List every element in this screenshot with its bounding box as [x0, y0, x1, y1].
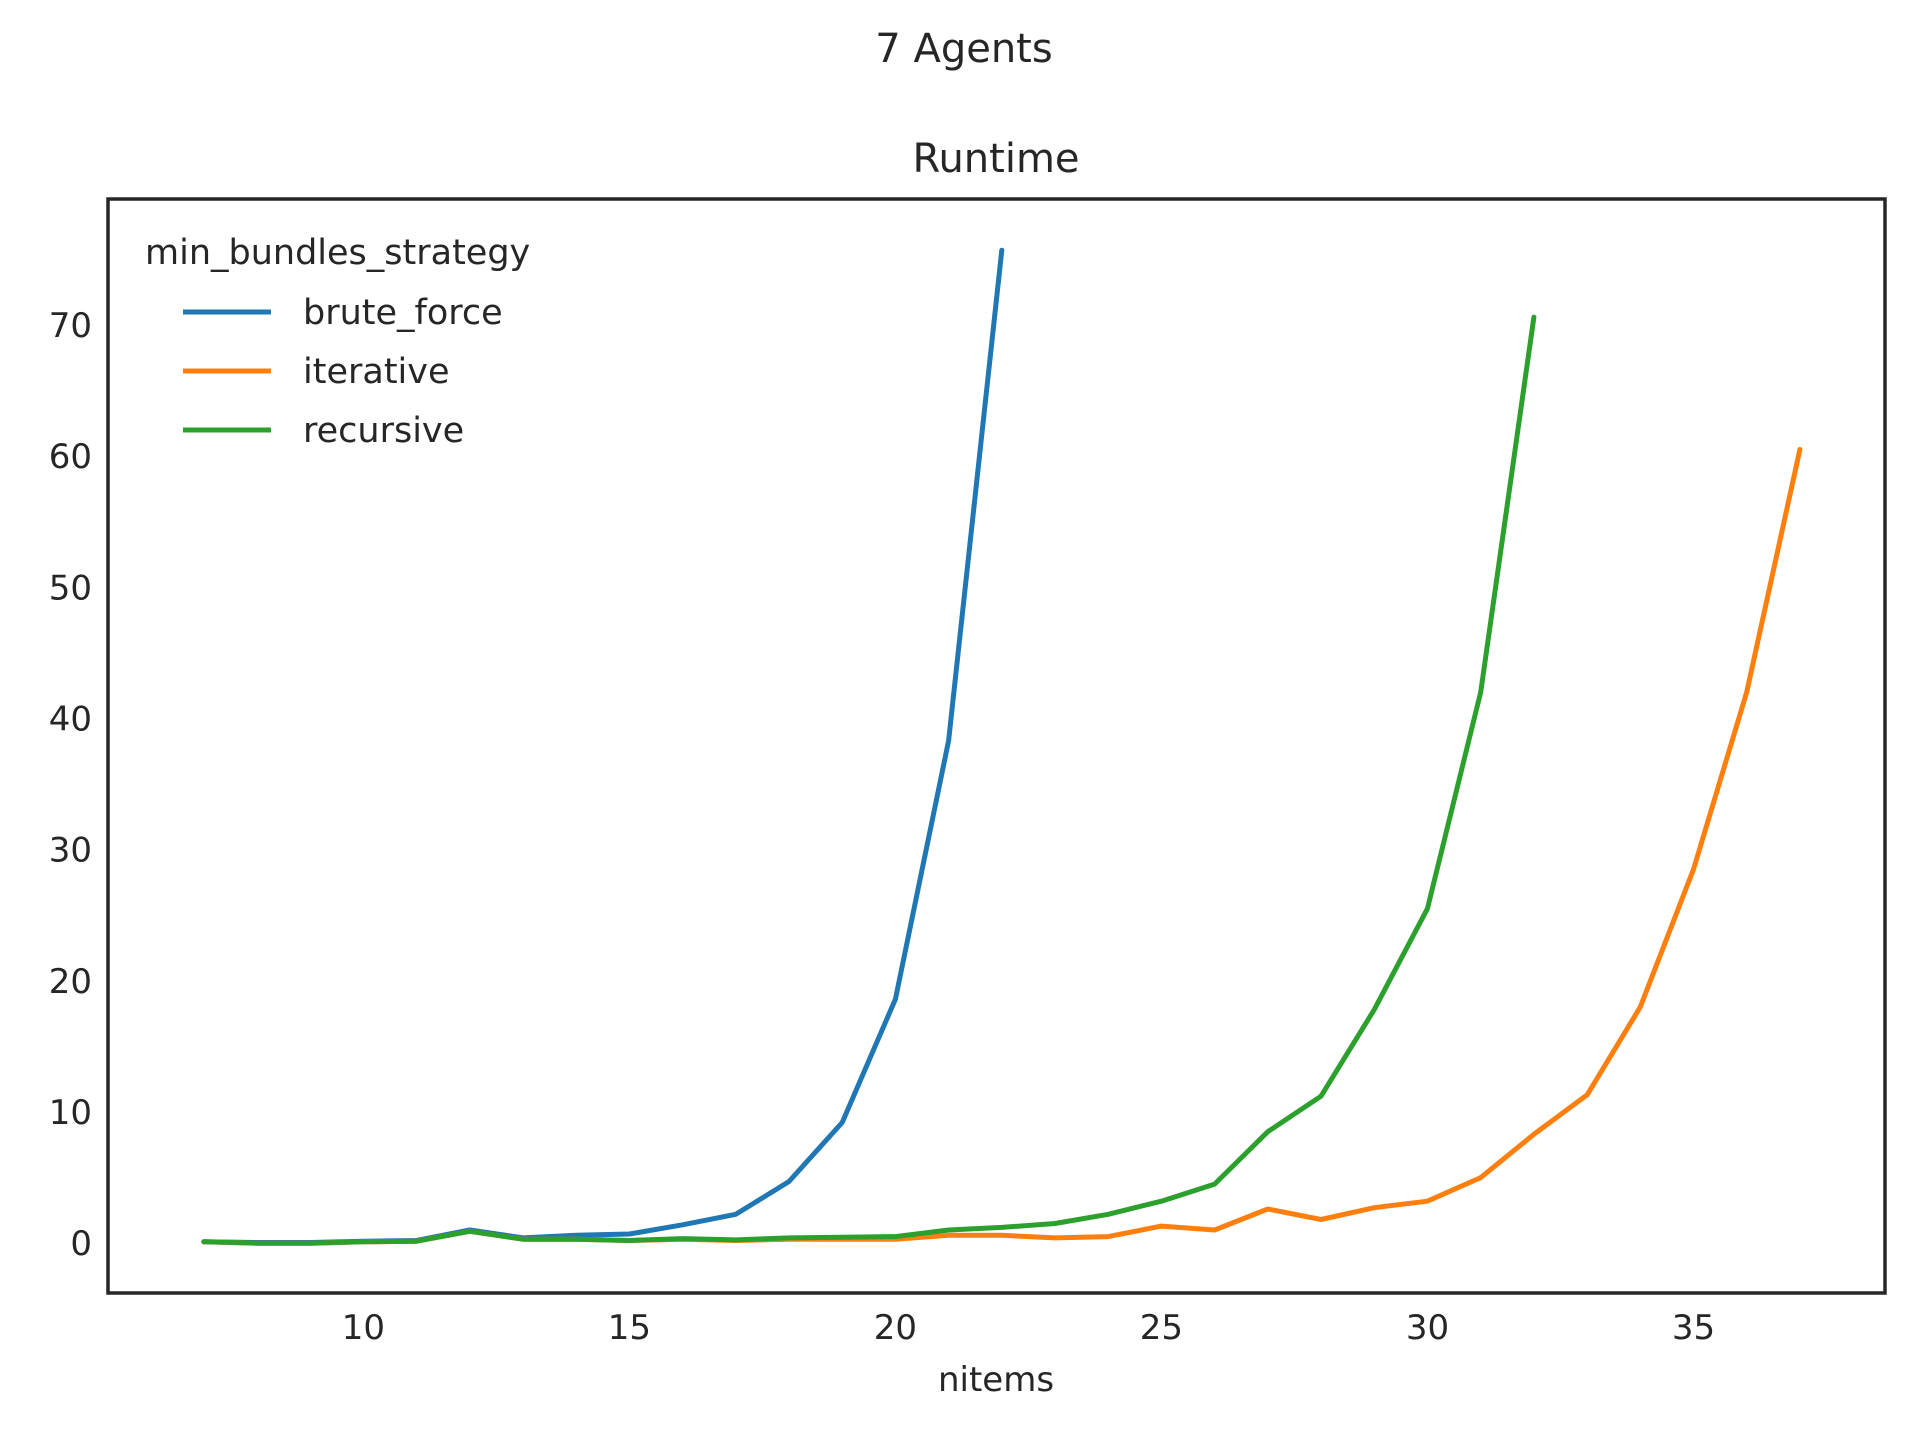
y-tick-label: 0	[70, 1224, 92, 1264]
x-tick-label: 20	[874, 1308, 917, 1348]
series-line-recursive	[201, 314, 1537, 1246]
series-lines	[201, 247, 1803, 1246]
legend-label-brute-force: brute_force	[303, 293, 503, 333]
plot-area-frame	[106, 197, 1887, 1295]
x-tick-label: 30	[1406, 1308, 1449, 1348]
y-tick-label: 40	[49, 699, 92, 739]
y-tick-label: 10	[49, 1093, 92, 1133]
x-tick-label: 25	[1140, 1308, 1183, 1348]
x-axis-label: nitems	[938, 1360, 1054, 1400]
legend-label-iterative: iterative	[303, 352, 450, 392]
figure-suptitle: 7 Agents	[875, 26, 1052, 72]
y-tick-label: 20	[49, 962, 92, 1002]
axis-ticks: 10 15 20 25 30 35 0 10 20 30 40 50 60 70	[49, 306, 1715, 1348]
chart-title: Runtime	[912, 136, 1079, 182]
y-tick-label: 60	[49, 437, 92, 477]
y-tick-label: 70	[49, 306, 92, 346]
x-tick-label: 15	[608, 1308, 651, 1348]
x-tick-label: 10	[342, 1308, 385, 1348]
legend-title: min_bundles_strategy	[145, 233, 530, 273]
legend-label-recursive: recursive	[303, 411, 464, 451]
x-tick-label: 35	[1672, 1308, 1715, 1348]
legend: min_bundles_strategy brute_force iterativ…	[145, 233, 530, 451]
y-tick-label: 30	[49, 831, 92, 871]
y-tick-label: 50	[49, 568, 92, 608]
